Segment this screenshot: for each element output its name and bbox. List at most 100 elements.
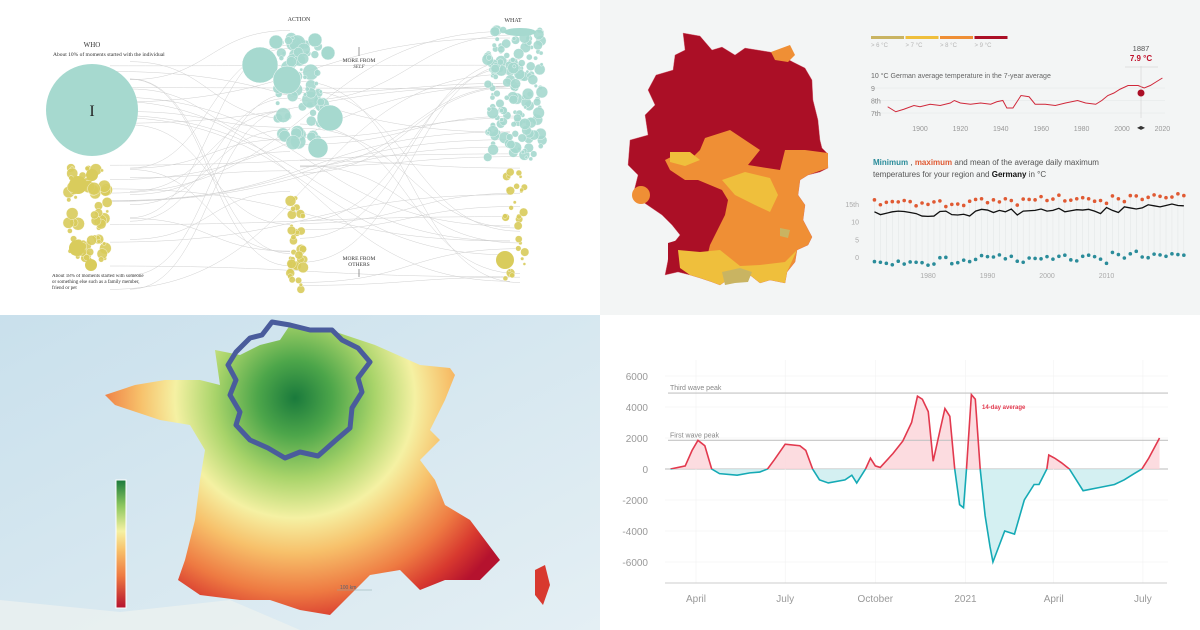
- flow-node: [303, 92, 308, 97]
- flow-node: [286, 258, 297, 269]
- max-point: [973, 197, 978, 202]
- legend-swatch: [871, 36, 904, 39]
- flow-node: [306, 115, 317, 127]
- legend-swatch: [974, 36, 1008, 39]
- legend-label: > 8 °C: [940, 43, 958, 49]
- min-point: [1164, 254, 1168, 259]
- flow-node: [85, 247, 94, 257]
- min-point: [1051, 257, 1055, 261]
- title-germany: Germany: [992, 170, 1027, 179]
- max-point: [1027, 197, 1031, 202]
- flow-link: [299, 115, 521, 145]
- min-point: [967, 259, 972, 264]
- flow-node: [100, 168, 104, 173]
- max-point: [1021, 197, 1025, 201]
- flow-link: [129, 218, 291, 252]
- france-territory[interactable]: [105, 325, 500, 615]
- average-line-positive: [670, 392, 1161, 469]
- flow-links: [109, 30, 521, 290]
- flow-node: [533, 83, 538, 88]
- max-point: [902, 198, 906, 203]
- flow-node: [530, 150, 538, 158]
- flow-link: [109, 96, 511, 227]
- flow-node: [506, 140, 516, 149]
- flow-node: [513, 113, 522, 123]
- title-rest2: temperatures for your region and: [873, 170, 990, 179]
- region-above-6[interactable]: [722, 268, 752, 285]
- flow-node: [67, 228, 73, 234]
- flow-node: [101, 197, 113, 208]
- region-above-8[interactable]: [665, 130, 828, 285]
- max-point: [1098, 198, 1103, 203]
- flow-node: [286, 209, 297, 220]
- action-node: [320, 45, 336, 61]
- france-map[interactable]: 100 km: [0, 315, 600, 630]
- min-point: [908, 260, 912, 264]
- region-above-7[interactable]: [722, 172, 778, 212]
- germany-map[interactable]: [627, 32, 829, 286]
- flow-node: [486, 131, 491, 135]
- flow-node: [286, 56, 297, 68]
- hover-year: 1887: [1133, 44, 1150, 53]
- flow-link: [299, 165, 521, 244]
- region-above-7-south[interactable]: [678, 250, 797, 285]
- min-point: [979, 253, 984, 258]
- max-point: [1170, 195, 1174, 199]
- flow-node: [532, 40, 543, 51]
- flow-node: [508, 205, 514, 211]
- flow-node: [275, 107, 291, 123]
- max-point: [1063, 199, 1067, 203]
- flow-node: [515, 235, 523, 243]
- action-node: [268, 34, 284, 50]
- max-point: [1122, 199, 1127, 204]
- max-point: [1164, 195, 1168, 200]
- flow-node: [483, 152, 493, 162]
- min-point: [1086, 253, 1091, 258]
- min-point: [872, 259, 877, 264]
- max-point: [896, 200, 901, 204]
- flow-node: [318, 89, 323, 94]
- flow-node: [487, 125, 499, 138]
- flow-node: [528, 156, 534, 162]
- region-above-7-east[interactable]: [670, 152, 700, 166]
- flow-node: [497, 58, 504, 66]
- max-point: [1074, 196, 1079, 201]
- flow-node: [304, 86, 310, 92]
- action-node: [241, 46, 279, 84]
- flow-node: [489, 26, 500, 37]
- flow-node: [102, 241, 107, 246]
- flow-node: [290, 205, 296, 212]
- min-point: [1080, 254, 1085, 259]
- flow-node: [520, 247, 530, 257]
- flow-node: [522, 262, 527, 266]
- bubble-flow-diagram: I WHO About 10% of moments started with …: [46, 17, 548, 294]
- max-point: [914, 204, 918, 208]
- flow-node: [284, 195, 297, 207]
- title-rest1: and mean of the average daily maximum: [954, 158, 1099, 167]
- region-above-9-sw[interactable]: [668, 240, 678, 262]
- others-node: [496, 251, 514, 269]
- region-above-6-east[interactable]: [780, 228, 790, 238]
- flow-node: [314, 69, 321, 77]
- more-from-others-label: MORE FROM: [343, 256, 376, 262]
- flow-node: [533, 28, 545, 40]
- min-point: [944, 255, 948, 260]
- flow-node: [314, 81, 319, 86]
- flow-node: [509, 272, 516, 279]
- annotation-label: First wave peak: [670, 432, 720, 439]
- min-max-mean-chart: Minimum , maximum and mean of the averag…: [845, 158, 1186, 280]
- region-above-8-west[interactable]: [632, 186, 650, 204]
- flow-link: [129, 191, 291, 240]
- region-above-8-north[interactable]: [771, 45, 795, 62]
- corsica[interactable]: [535, 565, 550, 605]
- max-point: [955, 202, 960, 206]
- flow-node: [494, 36, 500, 42]
- mean-line: [874, 203, 1184, 218]
- others-note-box: About 18% of moments started with someon…: [52, 274, 144, 291]
- y-tick-label: 4000: [626, 403, 649, 414]
- flow-node: [517, 133, 527, 143]
- max-point: [1045, 198, 1049, 203]
- flow-node: [513, 183, 520, 190]
- flow-node: [527, 74, 539, 85]
- flow-node: [502, 213, 508, 219]
